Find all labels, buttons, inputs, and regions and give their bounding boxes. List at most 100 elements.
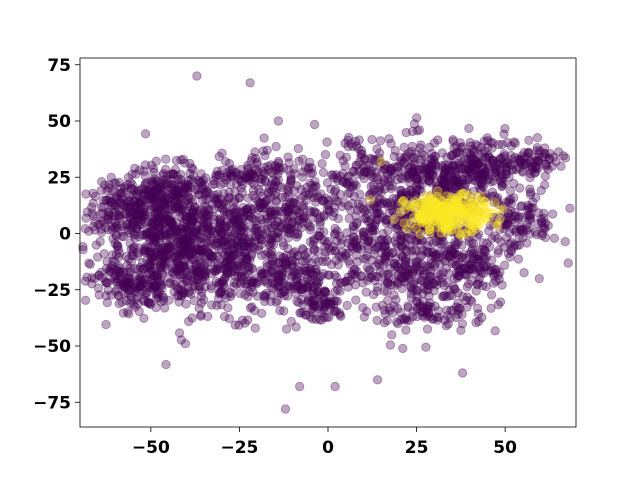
data-point xyxy=(245,242,256,253)
data-point xyxy=(213,170,224,181)
data-point xyxy=(296,201,307,212)
data-point xyxy=(124,192,135,202)
data-point xyxy=(204,204,214,214)
data-point xyxy=(237,315,248,325)
data-point xyxy=(219,275,230,285)
data-point xyxy=(139,189,150,199)
data-point xyxy=(140,296,150,307)
data-point xyxy=(139,211,149,221)
data-point xyxy=(234,192,245,203)
data-point xyxy=(148,256,158,266)
data-point xyxy=(87,273,97,283)
x-tick-label: 25 xyxy=(405,438,429,458)
data-point xyxy=(193,228,204,239)
data-point xyxy=(190,211,200,222)
data-point xyxy=(149,252,159,263)
data-point xyxy=(233,215,244,226)
data-point xyxy=(159,210,170,221)
data-point xyxy=(205,226,216,236)
data-point xyxy=(136,211,147,221)
data-point xyxy=(129,207,139,217)
y-tick-label: 75 xyxy=(47,56,71,76)
data-point xyxy=(95,219,105,229)
data-point xyxy=(322,239,332,249)
data-point xyxy=(89,211,99,221)
data-point xyxy=(180,339,191,349)
data-point xyxy=(165,249,175,259)
data-point xyxy=(179,244,189,254)
data-point xyxy=(245,202,255,213)
data-point xyxy=(298,217,308,228)
data-point xyxy=(107,186,118,196)
data-point xyxy=(95,236,105,247)
data-point xyxy=(144,194,154,205)
data-point xyxy=(155,263,166,273)
data-point xyxy=(153,243,164,254)
data-point xyxy=(132,203,142,213)
data-point xyxy=(344,132,354,143)
data-point xyxy=(192,206,202,216)
data-point xyxy=(490,162,500,172)
data-point xyxy=(190,273,200,284)
data-point xyxy=(151,194,161,204)
data-point xyxy=(237,232,248,243)
data-point xyxy=(455,180,465,190)
data-point xyxy=(214,215,225,225)
data-point xyxy=(171,199,181,209)
data-point xyxy=(273,233,283,243)
data-point xyxy=(251,159,262,169)
data-point xyxy=(155,230,165,240)
data-point xyxy=(175,238,186,249)
data-point xyxy=(495,153,506,164)
data-point xyxy=(185,168,195,179)
data-point xyxy=(80,276,91,286)
data-point xyxy=(151,185,161,195)
data-point xyxy=(240,279,251,289)
data-point xyxy=(135,198,145,209)
data-point xyxy=(251,235,261,246)
data-point xyxy=(306,168,316,179)
data-point xyxy=(91,240,102,250)
data-point xyxy=(277,288,287,298)
data-point xyxy=(123,288,134,299)
data-point xyxy=(201,266,211,276)
data-point xyxy=(145,262,155,273)
data-point xyxy=(490,326,500,336)
data-point xyxy=(220,224,230,234)
data-point xyxy=(124,195,135,206)
data-point xyxy=(185,223,196,233)
data-point xyxy=(385,340,396,350)
data-point xyxy=(229,266,240,276)
data-point xyxy=(260,250,271,260)
data-point xyxy=(190,227,200,237)
data-point xyxy=(114,261,124,271)
data-point xyxy=(134,197,145,208)
data-point xyxy=(159,212,169,222)
data-point xyxy=(405,235,416,245)
data-point xyxy=(284,228,294,239)
data-point xyxy=(472,303,483,313)
data-point xyxy=(183,181,193,191)
data-point xyxy=(131,282,141,292)
data-point xyxy=(88,222,99,232)
data-point xyxy=(174,204,185,215)
data-point xyxy=(151,293,161,303)
data-point xyxy=(137,190,148,200)
data-point xyxy=(311,267,321,278)
data-point xyxy=(199,201,210,212)
data-point xyxy=(250,223,261,233)
data-point xyxy=(430,151,441,162)
data-point xyxy=(146,256,156,266)
data-point xyxy=(265,250,276,261)
data-point xyxy=(122,202,132,213)
data-point xyxy=(247,302,257,312)
data-point xyxy=(240,290,250,300)
data-point xyxy=(310,176,320,187)
data-point xyxy=(266,248,276,259)
data-point xyxy=(122,307,133,317)
data-point xyxy=(97,216,108,226)
data-point xyxy=(162,210,173,221)
data-point xyxy=(250,323,261,333)
data-point xyxy=(209,175,219,186)
data-point xyxy=(181,214,192,225)
